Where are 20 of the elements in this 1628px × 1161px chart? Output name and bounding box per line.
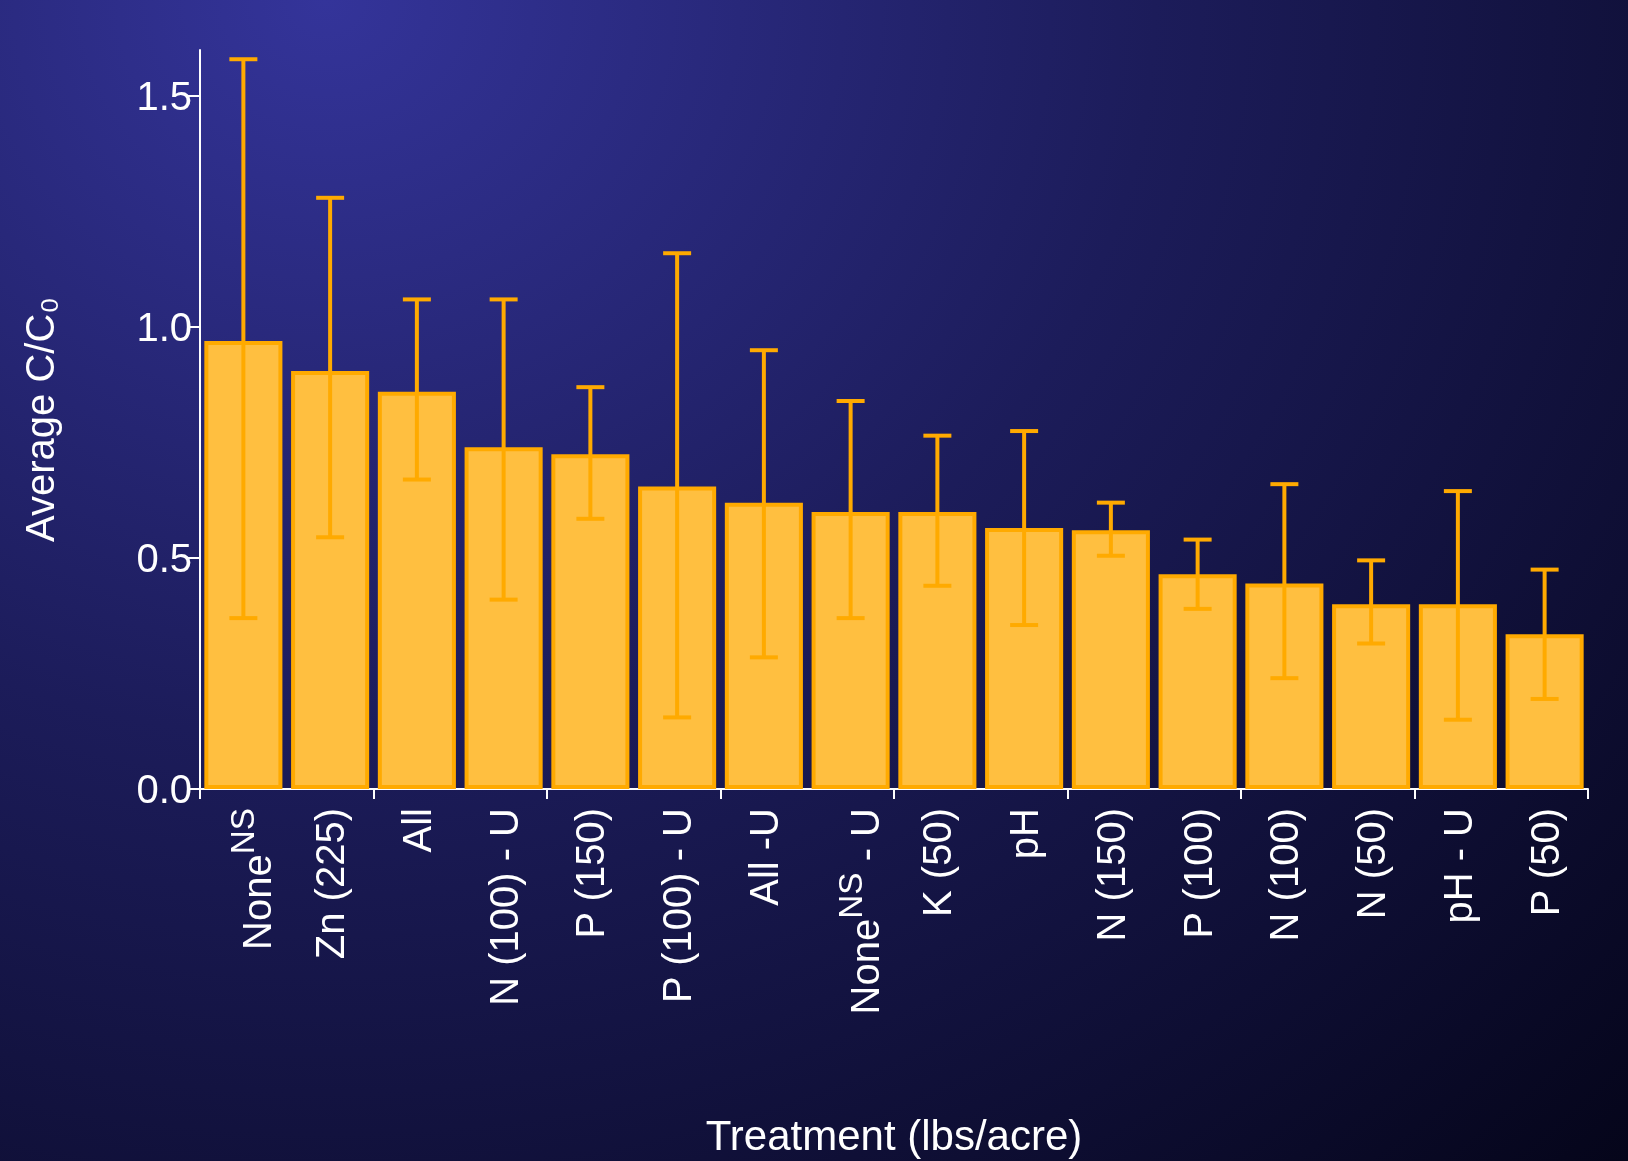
x-tick-label: P (100) - U — [654, 808, 701, 1003]
x-tick-label: Zn (225) — [307, 808, 354, 960]
x-tick-label: All — [393, 808, 440, 853]
x-tick-label: N (100) - U — [480, 808, 527, 1006]
y-tick-label: 0.5 — [136, 536, 192, 581]
y-axis-title: Average C/C₀ — [18, 297, 62, 542]
x-tick-label: P (100) — [1174, 808, 1221, 939]
y-tick-label: 1.5 — [136, 74, 192, 119]
y-tick-label: 0.0 — [136, 767, 192, 811]
x-tick-label: P (150) — [567, 808, 614, 939]
x-tick-label: P (50) — [1521, 808, 1568, 917]
y-tick-label: 1.0 — [136, 305, 192, 350]
x-tick-label: N (100) — [1261, 808, 1308, 942]
x-tick-label: N (50) — [1348, 808, 1395, 920]
x-tick-label: All -U — [740, 808, 787, 906]
x-axis-title: Treatment (lbs/acre) — [705, 1111, 1083, 1159]
x-tick-label: pH - U — [1434, 808, 1481, 924]
x-tick-label: K (50) — [914, 808, 961, 917]
x-tick-label: N (150) — [1087, 808, 1134, 942]
x-tick-label: pH — [1001, 808, 1048, 860]
